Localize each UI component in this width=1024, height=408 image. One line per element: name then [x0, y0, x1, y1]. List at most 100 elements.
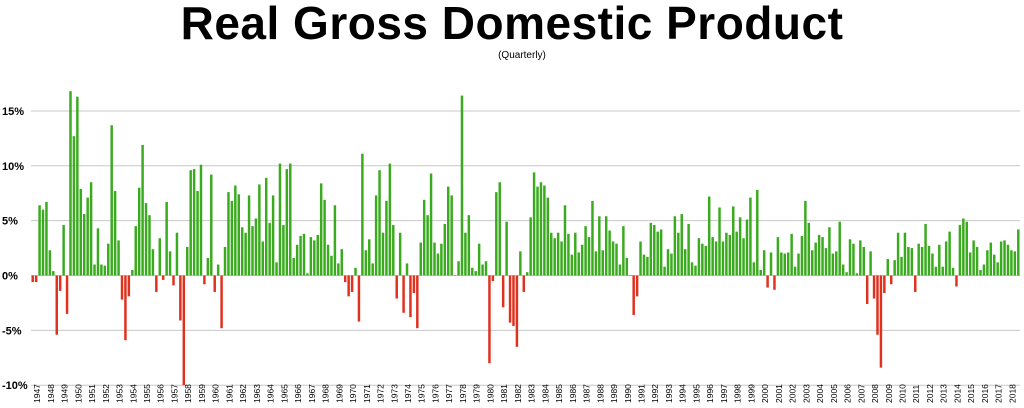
bar [879, 275, 883, 368]
bar [124, 275, 127, 341]
bar [536, 186, 539, 276]
bar [289, 163, 292, 276]
bar [220, 275, 223, 329]
bar [848, 239, 852, 276]
bar [240, 227, 244, 276]
bar [756, 189, 759, 276]
bar [41, 209, 45, 276]
bar [131, 270, 134, 276]
bar [501, 275, 505, 308]
bar [653, 225, 656, 276]
bar [697, 238, 701, 276]
bar [216, 264, 220, 276]
x-tick-label: 1988 [595, 384, 605, 403]
bar [89, 182, 93, 276]
x-tick-label: 1966 [293, 384, 303, 403]
x-tick-label: 1979 [472, 384, 482, 403]
x-tick-label: 2014 [952, 384, 962, 403]
bar [158, 238, 162, 276]
x-tick-label: 1996 [705, 384, 715, 403]
bar [148, 215, 151, 276]
bar [786, 252, 790, 276]
x-tick-label: 1958 [183, 384, 193, 403]
bar [687, 223, 690, 276]
bar [213, 275, 216, 292]
bar [247, 195, 251, 276]
bar [725, 232, 728, 276]
x-tick-label: 2017 [994, 384, 1004, 403]
x-tick-label: 1963 [252, 384, 262, 403]
bar [639, 241, 642, 276]
bar [718, 207, 721, 276]
x-tick-label: 2007 [856, 384, 866, 403]
x-tick-label: 1948 [46, 384, 56, 403]
bar [776, 237, 780, 276]
bar [323, 199, 326, 276]
x-tick-label: 1952 [101, 384, 111, 403]
x-tick-label: 2000 [760, 384, 770, 403]
bar [477, 243, 481, 276]
x-tick-label: 2005 [829, 384, 839, 403]
x-tick-label: 1974 [403, 384, 413, 403]
bar [584, 226, 587, 276]
bar [254, 218, 258, 276]
bar [165, 202, 168, 276]
bar [714, 241, 718, 276]
x-tick-label: 1960 [211, 384, 221, 403]
x-tick-label: 1978 [458, 384, 468, 403]
bar [34, 275, 38, 283]
bar [402, 275, 405, 313]
bar [186, 246, 189, 276]
bar [670, 253, 673, 276]
bar [635, 275, 639, 297]
bar [546, 197, 550, 276]
x-tick-label: 1995 [691, 384, 701, 403]
bar [865, 275, 869, 305]
x-tick-label: 2011 [911, 384, 921, 403]
bar [920, 246, 924, 276]
bar [646, 256, 649, 276]
bar [539, 182, 543, 276]
bar [350, 275, 354, 292]
y-tick-label: -10% [2, 380, 28, 392]
bar [574, 232, 577, 276]
bar [855, 273, 859, 276]
bar [721, 241, 725, 276]
bar [196, 191, 199, 276]
bar [629, 275, 632, 276]
bar [824, 248, 828, 276]
x-tick-label: 2006 [843, 384, 853, 403]
bar [127, 275, 131, 297]
bar [278, 163, 282, 276]
bar [941, 266, 944, 276]
y-tick-label: 15% [2, 106, 24, 118]
bar [244, 232, 247, 276]
y-axis-ticks: 15% 10% 5% 0% -5% -10% [2, 106, 28, 392]
x-tick-label: 1980 [485, 384, 495, 403]
bar [550, 232, 553, 276]
bar [319, 183, 323, 276]
bar [563, 205, 567, 276]
bar [450, 195, 453, 276]
bar [811, 250, 814, 276]
bar [426, 215, 429, 276]
bar [577, 252, 580, 276]
x-tick-label: 2004 [815, 384, 825, 403]
bar [515, 275, 519, 347]
bar [766, 275, 769, 288]
bar [460, 95, 464, 276]
bar [261, 241, 265, 276]
bar [113, 191, 117, 276]
bar [508, 275, 512, 323]
bar [161, 275, 165, 280]
bar [556, 232, 560, 276]
bar [292, 257, 295, 276]
bar [828, 227, 831, 276]
bar [591, 200, 594, 276]
bar [835, 251, 838, 276]
bar [570, 254, 574, 276]
gridlines [31, 110, 1020, 386]
x-tick-label: 1993 [664, 384, 674, 403]
bar [440, 243, 443, 276]
x-tick-label: 1950 [73, 384, 83, 403]
